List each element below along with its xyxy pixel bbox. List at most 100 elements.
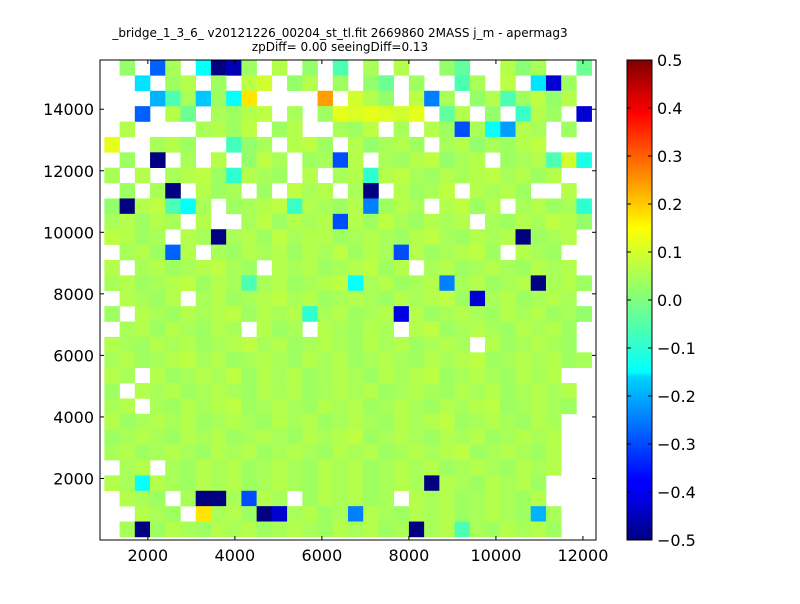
heatmap-cell: [271, 121, 288, 138]
heatmap-cell: [195, 229, 212, 245]
heatmap-cell: [332, 260, 349, 276]
heatmap-cell: [150, 490, 166, 507]
heatmap-cell: [271, 367, 288, 384]
heatmap-cell: [210, 336, 227, 353]
heatmap-cell: [393, 106, 410, 122]
heatmap-cell: [485, 290, 501, 307]
heatmap-cell: [530, 260, 547, 276]
heatmap-cell: [439, 213, 455, 230]
heatmap-cell: [393, 383, 410, 399]
heatmap-cell: [500, 413, 516, 430]
heatmap-cell: [165, 521, 181, 538]
heatmap-cell: [287, 475, 303, 492]
heatmap-cell: [241, 213, 257, 230]
heatmap-cell: [439, 229, 455, 245]
heatmap-cell: [485, 352, 501, 368]
heatmap-cell: [500, 213, 516, 230]
heatmap-cell: [210, 367, 227, 384]
heatmap-cell: [195, 90, 212, 107]
heatmap-cell: [180, 75, 197, 92]
heatmap-cell: [271, 213, 288, 230]
heatmap-cell: [348, 152, 364, 168]
heatmap-cell: [530, 429, 547, 445]
heatmap-cell: [302, 352, 318, 368]
heatmap-cell: [363, 352, 379, 368]
heatmap-cell: [317, 521, 334, 538]
heatmap-cell: [454, 413, 471, 430]
heatmap-cell: [424, 183, 440, 199]
x-tick-label: 12000: [557, 546, 608, 565]
heatmap-cell: [317, 321, 334, 338]
heatmap-cell: [134, 244, 151, 261]
heatmap-cell: [500, 506, 516, 522]
heatmap-cell: [424, 275, 440, 292]
heatmap-cell: [500, 475, 516, 492]
heatmap-cell: [104, 367, 120, 384]
heatmap-cell: [271, 167, 288, 184]
heatmap-cell: [150, 229, 166, 245]
heatmap-cell: [165, 260, 181, 276]
heatmap-cell: [378, 90, 394, 107]
heatmap-cell: [150, 90, 166, 107]
heatmap-cell: [454, 121, 471, 138]
heatmap-cell: [302, 152, 318, 168]
heatmap-cell: [195, 290, 212, 307]
heatmap-cell: [378, 75, 394, 92]
heatmap-cell: [408, 490, 425, 507]
heatmap-cell: [180, 460, 197, 476]
heatmap-cell: [393, 506, 410, 522]
heatmap-cell: [500, 260, 516, 276]
heatmap-cell: [271, 490, 288, 507]
heatmap-cell: [119, 229, 136, 245]
heatmap-cell: [348, 229, 364, 245]
heatmap-cell: [150, 352, 166, 368]
heatmap-cell: [241, 229, 257, 245]
heatmap-cell: [287, 106, 303, 122]
heatmap-cell: [348, 429, 364, 445]
heatmap-cell: [332, 521, 349, 538]
heatmap-cell: [530, 398, 547, 415]
heatmap-cell: [439, 260, 455, 276]
heatmap-cell: [271, 260, 288, 276]
heatmap-cell: [332, 383, 349, 399]
heatmap-cell: [545, 260, 562, 276]
heatmap-cell: [195, 383, 212, 399]
heatmap-cell: [378, 136, 394, 153]
heatmap-cell: [424, 475, 440, 492]
heatmap-cell: [271, 198, 288, 215]
heatmap-cell: [150, 152, 166, 168]
heatmap-cell: [241, 244, 257, 261]
heatmap-cell: [180, 521, 197, 538]
heatmap-cell: [408, 475, 425, 492]
heatmap-cell: [119, 152, 136, 168]
heatmap-cell: [469, 352, 486, 368]
y-tick-label: 6000: [53, 346, 94, 365]
heatmap-cell: [180, 275, 197, 292]
heatmap-cell: [469, 167, 486, 184]
heatmap-cell: [515, 90, 532, 107]
heatmap-cell: [332, 352, 349, 368]
heatmap-cell: [348, 198, 364, 215]
heatmap-cell: [210, 183, 227, 199]
heatmap-cell: [378, 336, 394, 353]
heatmap-cell: [576, 213, 592, 230]
heatmap-cell: [302, 398, 318, 415]
heatmap-cell: [408, 290, 425, 307]
heatmap-cell: [485, 106, 501, 122]
heatmap-cell: [439, 352, 455, 368]
heatmap-cell: [530, 75, 547, 92]
heatmap-cell: [332, 444, 349, 461]
heatmap-cell: [439, 521, 455, 538]
heatmap-cell: [348, 490, 364, 507]
heatmap-cell: [150, 321, 166, 338]
y-tick-label: 14000: [43, 100, 94, 119]
heatmap-cell: [408, 413, 425, 430]
heatmap-cell: [424, 306, 440, 322]
heatmap-cell: [393, 444, 410, 461]
heatmap-cell: [348, 167, 364, 184]
heatmap-cell: [210, 506, 227, 522]
heatmap-cell: [363, 260, 379, 276]
heatmap-cell: [104, 336, 120, 353]
heatmap-cell: [363, 521, 379, 538]
heatmap-cell: [195, 398, 212, 415]
